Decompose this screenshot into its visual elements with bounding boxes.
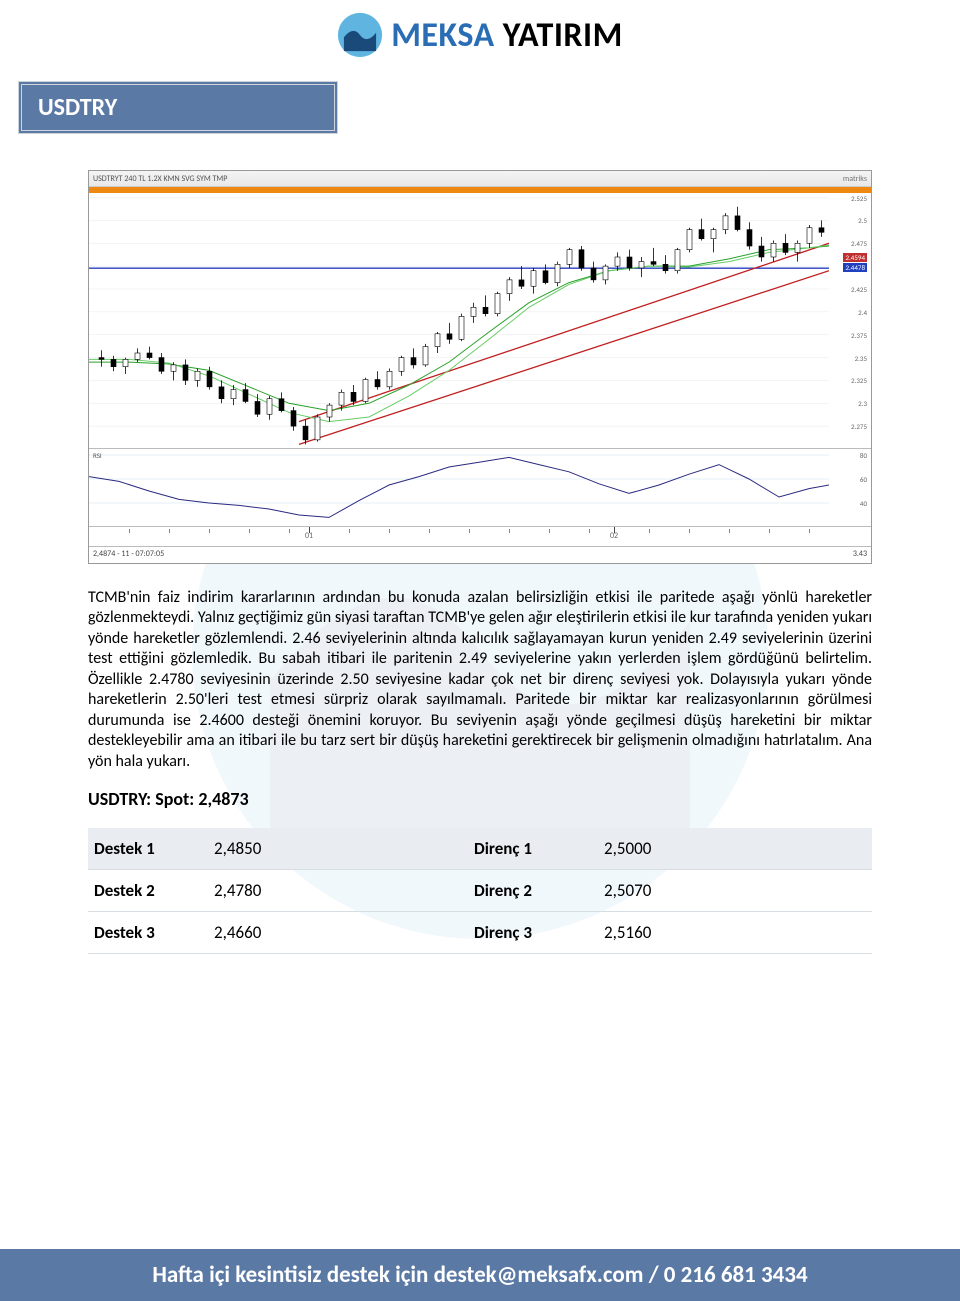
support-label: Destek 3 [94, 922, 214, 943]
table-row: Destek 3 2,4660 Direnç 3 2,5160 [88, 912, 872, 954]
rsi-chart-svg [89, 449, 829, 527]
resistance-value: 2,5160 [604, 922, 866, 943]
support-label: Destek 2 [94, 880, 214, 901]
rsi-label: RSI [93, 451, 102, 460]
price-chart-svg [89, 193, 829, 449]
brand-logo-icon [337, 12, 383, 58]
table-row: Destek 1 2,4850 Direnç 1 2,5000 [88, 828, 872, 870]
chart-frame: USDTRYT 240 TL 1.2X KMN SVG SYM TMP matr… [88, 170, 872, 564]
table-row: Destek 2 2,4780 Direnç 2 2,5070 [88, 870, 872, 912]
status-left: 2,4874 - 11 - 07:07:05 [93, 549, 164, 561]
spot-label: USDTRY: Spot: [88, 788, 194, 810]
footer-contact: Hafta içi kesintisiz destek için destek@… [0, 1249, 960, 1301]
resistance-value: 2,5000 [604, 838, 866, 859]
time-axis: 0102 [89, 527, 871, 547]
brand-name-right: YATIRIM [495, 15, 623, 56]
spot-line: USDTRY: Spot: 2,4873 [88, 788, 872, 810]
chart-status-row: 2,4874 - 11 - 07:07:05 3.43 [89, 547, 871, 563]
resistance-label: Direnç 1 [474, 838, 604, 859]
support-value: 2,4660 [214, 922, 474, 943]
chart-section: USDTRYT 240 TL 1.2X KMN SVG SYM TMP matr… [88, 170, 872, 564]
instrument-title: USDTRY [18, 81, 338, 134]
rsi-y-axis: 406080 [831, 449, 869, 526]
status-right: 3.43 [853, 549, 867, 561]
chart-toolbar-right: matriks [843, 174, 867, 184]
brand-name-left: MEKSA [391, 15, 494, 56]
support-value: 2,4780 [214, 880, 474, 901]
chart-toolbar: USDTRYT 240 TL 1.2X KMN SVG SYM TMP matr… [89, 171, 871, 187]
rsi-panel: 406080 RSI [89, 449, 871, 527]
chart-toolbar-left: USDTRYT 240 TL 1.2X KMN SVG SYM TMP [93, 174, 227, 184]
brand-header: MEKSA YATIRIM [0, 0, 960, 81]
resistance-value: 2,5070 [604, 880, 866, 901]
price-y-axis: 2.2752.32.3252.352.3752.42.4252.452.4752… [831, 193, 869, 448]
support-label: Destek 1 [94, 838, 214, 859]
resistance-label: Direnç 3 [474, 922, 604, 943]
resistance-label: Direnç 2 [474, 880, 604, 901]
support-value: 2,4850 [214, 838, 474, 859]
spot-value: 2,4873 [198, 788, 248, 810]
analysis-paragraph: TCMB'nin faiz indirim kararlarının ardın… [88, 588, 872, 772]
price-panel: 2.2752.32.3252.352.3752.42.4252.452.4752… [89, 193, 871, 449]
levels-table: Destek 1 2,4850 Direnç 1 2,5000 Destek 2… [88, 828, 872, 954]
brand-name: MEKSA YATIRIM [391, 15, 623, 56]
